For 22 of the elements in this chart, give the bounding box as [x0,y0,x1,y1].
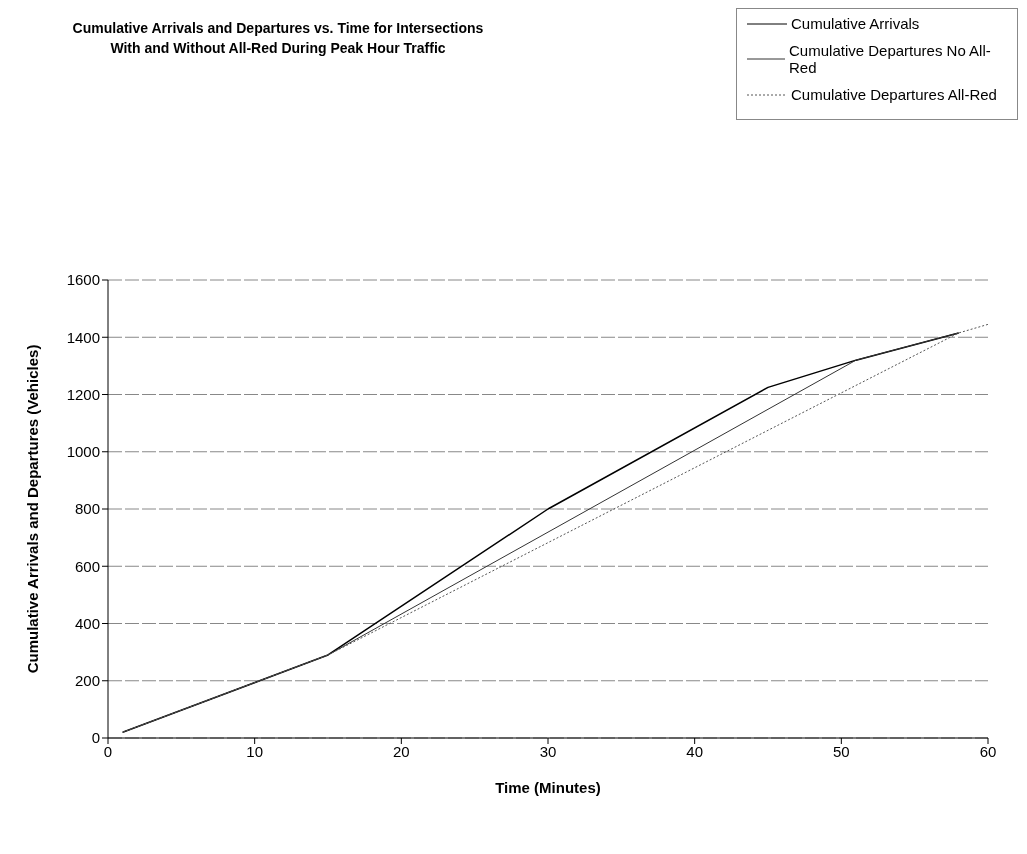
x-tick-label: 20 [392,742,410,760]
x-tick-label: 40 [686,742,704,760]
x-tick-label: 60 [979,742,997,760]
x-tick-label: 50 [832,742,850,760]
legend-label: Cumulative Departures No All-Red [789,42,992,76]
y-tick-label: 800 [74,500,100,518]
y-tick-label: 200 [74,672,100,690]
y-tick-label: 1600 [66,271,100,289]
x-axis-title: Time (Minutes) [495,779,601,796]
chart-title: Cumulative Arrivals and Departures vs. Time for Intersections With and Without All-Red During Peak Hour Traffic [71,19,485,58]
y-tick-label: 0 [91,729,100,747]
legend-label: Cumulative Arrivals [791,15,920,32]
y-tick-label: 1000 [66,443,100,461]
x-tick-label: 0 [103,742,113,760]
y-axis-title: Cumulative Arrivals and Departures (Vehicles) [24,344,42,674]
legend-label: Cumulative Departures All-Red [791,86,997,103]
x-tick-label: 30 [539,742,557,760]
y-tick-label: 1400 [66,328,100,346]
y-tick-label: 1200 [66,385,100,403]
y-tick-label: 600 [74,557,100,575]
y-tick-label: 400 [74,614,100,632]
x-tick-label: 10 [246,742,264,760]
